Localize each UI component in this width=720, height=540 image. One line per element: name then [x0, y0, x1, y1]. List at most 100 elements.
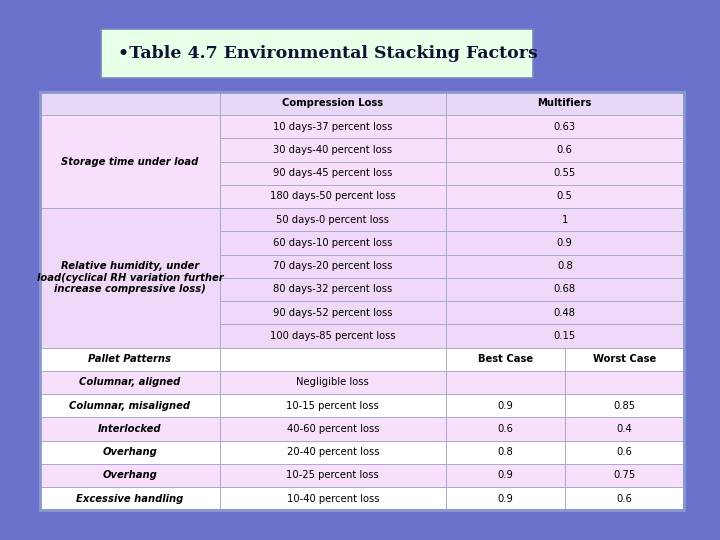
Bar: [446, 301, 684, 325]
Text: Pallet Patterns: Pallet Patterns: [89, 354, 171, 364]
Bar: [446, 185, 684, 208]
Bar: [220, 441, 446, 464]
Text: 180 days-50 percent loss: 180 days-50 percent loss: [270, 191, 395, 201]
Text: 10-15 percent loss: 10-15 percent loss: [287, 401, 379, 411]
Bar: [220, 348, 446, 371]
Bar: [446, 92, 684, 115]
Bar: [220, 371, 446, 394]
Text: 0.8: 0.8: [557, 261, 572, 271]
Bar: [220, 371, 446, 394]
Bar: [564, 487, 684, 510]
Bar: [220, 441, 446, 464]
Bar: [564, 394, 684, 417]
Bar: [446, 138, 684, 161]
Text: Excessive handling: Excessive handling: [76, 494, 184, 504]
Text: 90 days-52 percent loss: 90 days-52 percent loss: [273, 308, 392, 318]
Bar: [40, 394, 220, 417]
Bar: [220, 161, 446, 185]
Bar: [220, 417, 446, 441]
Bar: [40, 441, 220, 464]
Bar: [446, 231, 684, 254]
Bar: [220, 464, 446, 487]
Bar: [220, 231, 446, 254]
Text: 0.6: 0.6: [616, 494, 632, 504]
Bar: [564, 417, 684, 441]
Bar: [446, 441, 564, 464]
Text: 0.5: 0.5: [557, 191, 572, 201]
Bar: [564, 371, 684, 394]
Bar: [564, 464, 684, 487]
Bar: [446, 348, 564, 371]
Bar: [220, 231, 446, 254]
Bar: [40, 464, 220, 487]
Bar: [446, 92, 684, 115]
Text: 0.9: 0.9: [557, 238, 572, 248]
Bar: [446, 115, 684, 138]
Text: Interlocked: Interlocked: [98, 424, 161, 434]
Text: 0.15: 0.15: [554, 331, 576, 341]
Text: 50 days-0 percent loss: 50 days-0 percent loss: [276, 215, 390, 225]
Text: 0.9: 0.9: [498, 401, 513, 411]
Bar: [40, 417, 220, 441]
Bar: [220, 115, 446, 138]
Text: 0.8: 0.8: [498, 447, 513, 457]
Text: Columnar, misaligned: Columnar, misaligned: [69, 401, 190, 411]
Bar: [220, 138, 446, 161]
Bar: [220, 464, 446, 487]
Bar: [446, 254, 684, 278]
Text: Overhang: Overhang: [102, 470, 157, 481]
Bar: [220, 92, 446, 115]
Text: 1: 1: [562, 215, 568, 225]
Text: Columnar, aligned: Columnar, aligned: [79, 377, 181, 387]
Bar: [220, 278, 446, 301]
Bar: [220, 208, 446, 231]
Bar: [40, 115, 220, 208]
Text: 10-25 percent loss: 10-25 percent loss: [287, 470, 379, 481]
Bar: [564, 441, 684, 464]
Bar: [40, 371, 220, 394]
Bar: [220, 394, 446, 417]
Text: •Table 4.7 Environmental Stacking Factors: •Table 4.7 Environmental Stacking Factor…: [118, 45, 538, 62]
Text: 0.68: 0.68: [554, 285, 576, 294]
Text: 80 days-32 percent loss: 80 days-32 percent loss: [273, 285, 392, 294]
Bar: [446, 161, 684, 185]
Bar: [220, 254, 446, 278]
Bar: [446, 115, 684, 138]
Bar: [40, 394, 220, 417]
Text: 90 days-45 percent loss: 90 days-45 percent loss: [273, 168, 392, 178]
Text: 10-40 percent loss: 10-40 percent loss: [287, 494, 379, 504]
Text: Negligible loss: Negligible loss: [297, 377, 369, 387]
Text: 20-40 percent loss: 20-40 percent loss: [287, 447, 379, 457]
Bar: [564, 464, 684, 487]
Text: 0.55: 0.55: [554, 168, 576, 178]
Text: 0.4: 0.4: [616, 424, 632, 434]
Bar: [446, 185, 684, 208]
Bar: [40, 487, 220, 510]
Bar: [446, 254, 684, 278]
Bar: [564, 487, 684, 510]
Bar: [446, 371, 564, 394]
Bar: [446, 487, 564, 510]
Bar: [446, 371, 564, 394]
Text: 0.9: 0.9: [498, 470, 513, 481]
Bar: [40, 417, 220, 441]
Bar: [220, 487, 446, 510]
Text: 60 days-10 percent loss: 60 days-10 percent loss: [273, 238, 392, 248]
Text: Overhang: Overhang: [102, 447, 157, 457]
Bar: [40, 348, 220, 371]
Bar: [40, 208, 220, 348]
Bar: [40, 92, 220, 115]
Text: Storage time under load: Storage time under load: [61, 157, 199, 166]
Bar: [40, 371, 220, 394]
Text: 30 days-40 percent loss: 30 days-40 percent loss: [273, 145, 392, 155]
Bar: [446, 161, 684, 185]
Bar: [446, 417, 564, 441]
Text: 100 days-85 percent loss: 100 days-85 percent loss: [270, 331, 395, 341]
Bar: [446, 394, 564, 417]
Text: 0.6: 0.6: [616, 447, 632, 457]
Bar: [220, 394, 446, 417]
Bar: [446, 278, 684, 301]
Bar: [446, 464, 564, 487]
Bar: [446, 325, 684, 348]
Bar: [220, 325, 446, 348]
